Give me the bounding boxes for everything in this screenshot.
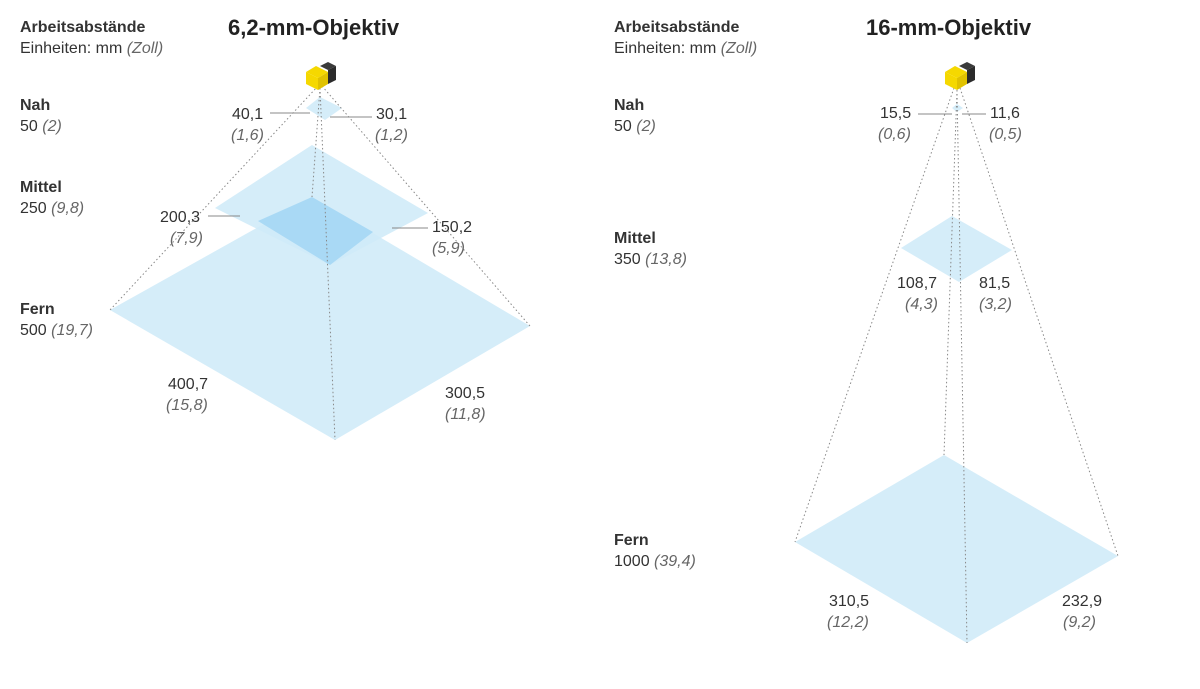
camera-icon: [945, 62, 975, 90]
right-near-height-inch: (0,5): [989, 126, 1022, 143]
left-far-height-inch: (11,8): [445, 406, 486, 423]
left-near-height-inch: (1,2): [375, 127, 408, 144]
right-distance-far-name: Fern: [614, 532, 649, 549]
right-mid-height: 81,5: [979, 275, 1010, 292]
left-header: Arbeitsabstände: [20, 19, 145, 36]
left-overlap-region: [258, 197, 373, 265]
right-distance-near-name: Nah: [614, 97, 644, 114]
left-far-width: 400,7: [168, 376, 208, 393]
right-distance-mid-name: Mittel: [614, 230, 656, 247]
left-mid-width-inch: (7,9): [170, 230, 203, 247]
left-panel: Arbeitsabstände Einheiten: mm (Zoll) 6,2…: [20, 15, 531, 441]
right-units: Einheiten: mm (Zoll): [614, 40, 757, 57]
right-distance-far-value: 1000 (39,4): [614, 553, 696, 570]
left-mid-width: 200,3: [160, 209, 200, 226]
right-mid-height-inch: (3,2): [979, 296, 1012, 313]
left-frustum-lines: [109, 85, 531, 441]
right-near-height: 11,6: [990, 105, 1020, 122]
right-mid-width: 108,7: [897, 275, 937, 292]
left-far-plane: [110, 197, 530, 440]
right-distance-mid-value: 350 (13,8): [614, 251, 687, 268]
left-distance-mid-name: Mittel: [20, 179, 62, 196]
right-mid-plane: [901, 216, 1012, 282]
left-distance-near-value: 50 (2): [20, 118, 62, 135]
right-far-height-inch: (9,2): [1063, 614, 1096, 631]
left-distance-far-value: 500 (19,7): [20, 322, 93, 339]
left-far-width-inch: (15,8): [166, 397, 208, 414]
right-near-width: 15,5: [880, 105, 911, 122]
left-near-width: 40,1: [232, 106, 263, 123]
right-far-plane: [795, 455, 1118, 643]
right-frustum-lines: [794, 87, 1119, 644]
left-near-height: 30,1: [376, 106, 407, 123]
left-near-width-inch: (1,6): [231, 127, 264, 144]
left-far-height: 300,5: [445, 385, 485, 402]
right-near-width-inch: (0,6): [878, 126, 911, 143]
right-title: 16-mm-Objektiv: [866, 15, 1032, 40]
right-near-plane: [952, 104, 963, 112]
right-header: Arbeitsabstände: [614, 19, 739, 36]
right-distance-near-value: 50 (2): [614, 118, 656, 135]
left-mid-height-inch: (5,9): [432, 240, 465, 257]
left-units: Einheiten: mm (Zoll): [20, 40, 163, 57]
right-panel: Arbeitsabstände Einheiten: mm (Zoll) 16-…: [614, 15, 1119, 644]
right-far-width: 310,5: [829, 593, 869, 610]
camera-icon: [306, 62, 336, 90]
left-distance-near-name: Nah: [20, 97, 50, 114]
right-far-height: 232,9: [1062, 593, 1102, 610]
left-near-plane: [306, 97, 342, 120]
left-mid-height: 150,2: [432, 219, 472, 236]
right-mid-width-inch: (4,3): [905, 296, 938, 313]
left-distance-far-name: Fern: [20, 301, 55, 318]
right-far-width-inch: (12,2): [827, 614, 869, 631]
left-distance-mid-value: 250 (9,8): [20, 200, 84, 217]
left-title: 6,2-mm-Objektiv: [228, 15, 400, 40]
